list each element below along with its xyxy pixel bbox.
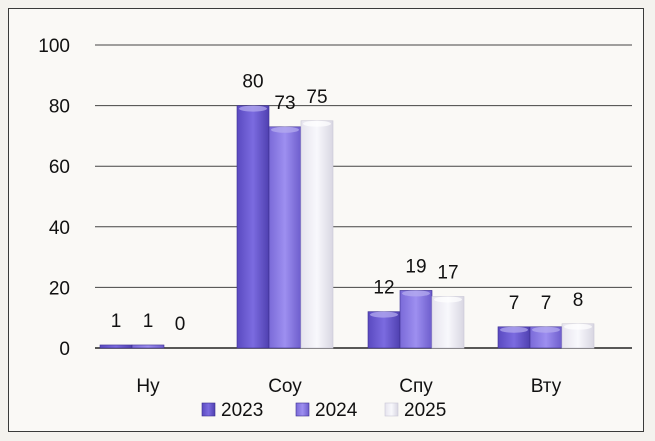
category-label: Соу: [268, 376, 302, 397]
y-tick-label: 0: [59, 339, 70, 360]
bar-cap: [500, 326, 528, 333]
bar-2024-1: [268, 126, 302, 349]
bar-cap: [271, 126, 299, 133]
y-tick-label: 20: [49, 278, 70, 299]
bar-cap: [303, 120, 331, 127]
bar-cap: [239, 105, 267, 112]
data-label: 7: [509, 293, 520, 314]
data-label: 19: [405, 256, 426, 277]
data-label: 75: [306, 87, 327, 108]
bar-cap: [434, 296, 462, 303]
data-label: 17: [437, 262, 458, 283]
bar-cap: [370, 311, 398, 318]
bar-2023-0: [99, 344, 133, 349]
bar-2023-1: [236, 105, 270, 349]
data-label: 1: [111, 311, 122, 332]
bar-2024-0: [131, 344, 165, 349]
legend-swatch-2025: [384, 402, 399, 417]
bar-2023-2: [367, 311, 401, 349]
y-tick-label: 40: [49, 218, 70, 239]
y-tick-label: 80: [49, 97, 70, 118]
data-label: 80: [242, 72, 263, 93]
legend: 2023 2024 2025: [201, 400, 446, 421]
data-label: 73: [274, 93, 295, 114]
legend-label: 2025: [404, 400, 446, 421]
y-tick-label: 60: [49, 157, 70, 178]
data-label: 0: [175, 314, 186, 335]
category-label: Вту: [531, 376, 562, 397]
legend-swatch-2023: [201, 402, 216, 417]
y-axis-ticks: 0 20 40 60 80 100: [38, 36, 70, 360]
category-label: Ну: [136, 376, 160, 397]
legend-label: 2024: [315, 400, 358, 421]
y-tick-label: 100: [38, 36, 70, 57]
bar-cap: [532, 326, 560, 333]
legend-swatch-2024: [295, 402, 310, 417]
bar-cap: [402, 290, 430, 297]
category-label: Спу: [399, 376, 433, 397]
gridlines: [95, 44, 632, 349]
bar-cap: [564, 323, 592, 330]
legend-label: 2023: [221, 400, 263, 421]
data-label: 1: [143, 311, 154, 332]
bar-2025-2: [431, 296, 465, 349]
data-label: 12: [373, 278, 394, 299]
data-label: 8: [573, 290, 584, 311]
bar-2025-1: [300, 120, 334, 349]
data-label: 7: [541, 293, 552, 314]
category-labels: Ну Соу Спу Вту: [136, 376, 561, 397]
bar-2024-2: [399, 290, 433, 349]
bars: [99, 105, 595, 349]
